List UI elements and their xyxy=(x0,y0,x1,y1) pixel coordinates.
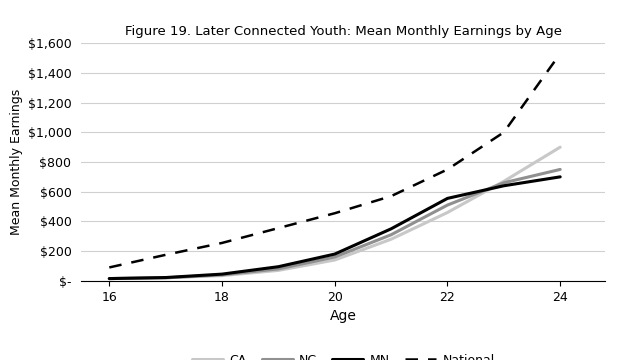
NC xyxy=(218,273,226,277)
MN xyxy=(444,196,451,201)
Title: Figure 19. Later Connected Youth: Mean Monthly Earnings by Age: Figure 19. Later Connected Youth: Mean M… xyxy=(125,25,562,38)
National xyxy=(388,194,395,198)
NC xyxy=(500,181,507,185)
X-axis label: Age: Age xyxy=(329,309,357,323)
NC xyxy=(388,233,395,237)
National xyxy=(444,167,451,172)
Line: MN: MN xyxy=(109,177,560,279)
CA xyxy=(500,179,507,184)
CA xyxy=(444,210,451,215)
NC xyxy=(557,167,564,172)
National xyxy=(105,265,113,270)
CA xyxy=(557,145,564,149)
National xyxy=(557,51,564,56)
Legend: CA, NC, MN, National: CA, NC, MN, National xyxy=(187,349,500,360)
CA xyxy=(105,276,113,281)
Line: NC: NC xyxy=(109,170,560,279)
National xyxy=(500,130,507,134)
NC xyxy=(275,267,282,271)
MN xyxy=(500,184,507,188)
MN xyxy=(388,227,395,231)
National xyxy=(218,241,226,245)
NC xyxy=(444,203,451,207)
National xyxy=(275,226,282,230)
MN xyxy=(218,272,226,276)
National xyxy=(331,211,338,215)
MN xyxy=(331,252,338,256)
NC xyxy=(331,255,338,259)
NC xyxy=(162,276,169,280)
CA xyxy=(162,276,169,280)
Line: CA: CA xyxy=(109,147,560,279)
Y-axis label: Mean Monthly Earnings: Mean Monthly Earnings xyxy=(11,89,23,235)
Line: National: National xyxy=(109,54,560,267)
MN xyxy=(557,175,564,179)
CA xyxy=(331,258,338,262)
MN xyxy=(275,265,282,269)
National xyxy=(162,253,169,257)
MN xyxy=(162,275,169,280)
CA xyxy=(218,274,226,278)
MN xyxy=(105,276,113,281)
CA xyxy=(275,268,282,273)
NC xyxy=(105,276,113,281)
CA xyxy=(388,237,395,241)
